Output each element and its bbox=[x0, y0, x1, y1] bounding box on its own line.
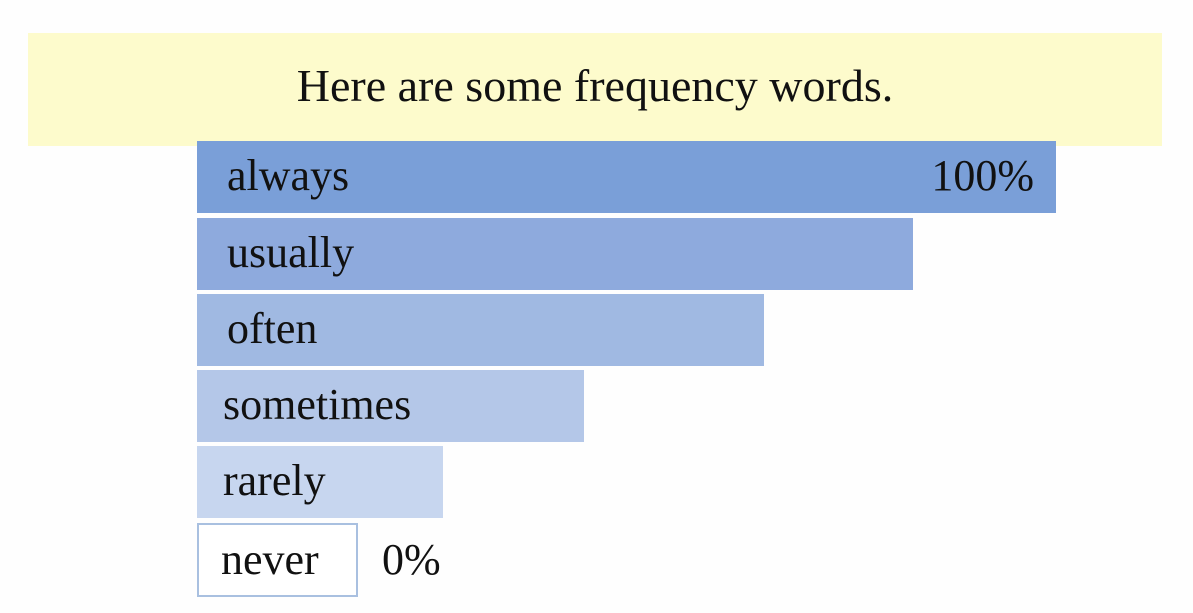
frequency-bar: sometimes bbox=[197, 370, 584, 442]
bar-label: sometimes bbox=[223, 380, 412, 429]
frequency-bar: often bbox=[197, 294, 764, 366]
bar-label: never bbox=[221, 535, 319, 584]
bar-note: 100% bbox=[931, 151, 1034, 200]
bar-note: 0% bbox=[382, 535, 441, 584]
frequency-bar: never bbox=[197, 523, 358, 597]
slide-title: Here are some frequency words. bbox=[296, 60, 894, 111]
bar-label: usually bbox=[227, 228, 355, 277]
frequency-bar: always 100% bbox=[197, 141, 1056, 213]
bar-label: rarely bbox=[223, 456, 326, 505]
bar-label: often bbox=[227, 304, 318, 353]
frequency-bar: usually bbox=[197, 218, 913, 290]
frequency-bar: rarely bbox=[197, 446, 443, 518]
title-banner: Here are some frequency words. bbox=[28, 33, 1162, 146]
bar-label: always bbox=[227, 151, 350, 200]
